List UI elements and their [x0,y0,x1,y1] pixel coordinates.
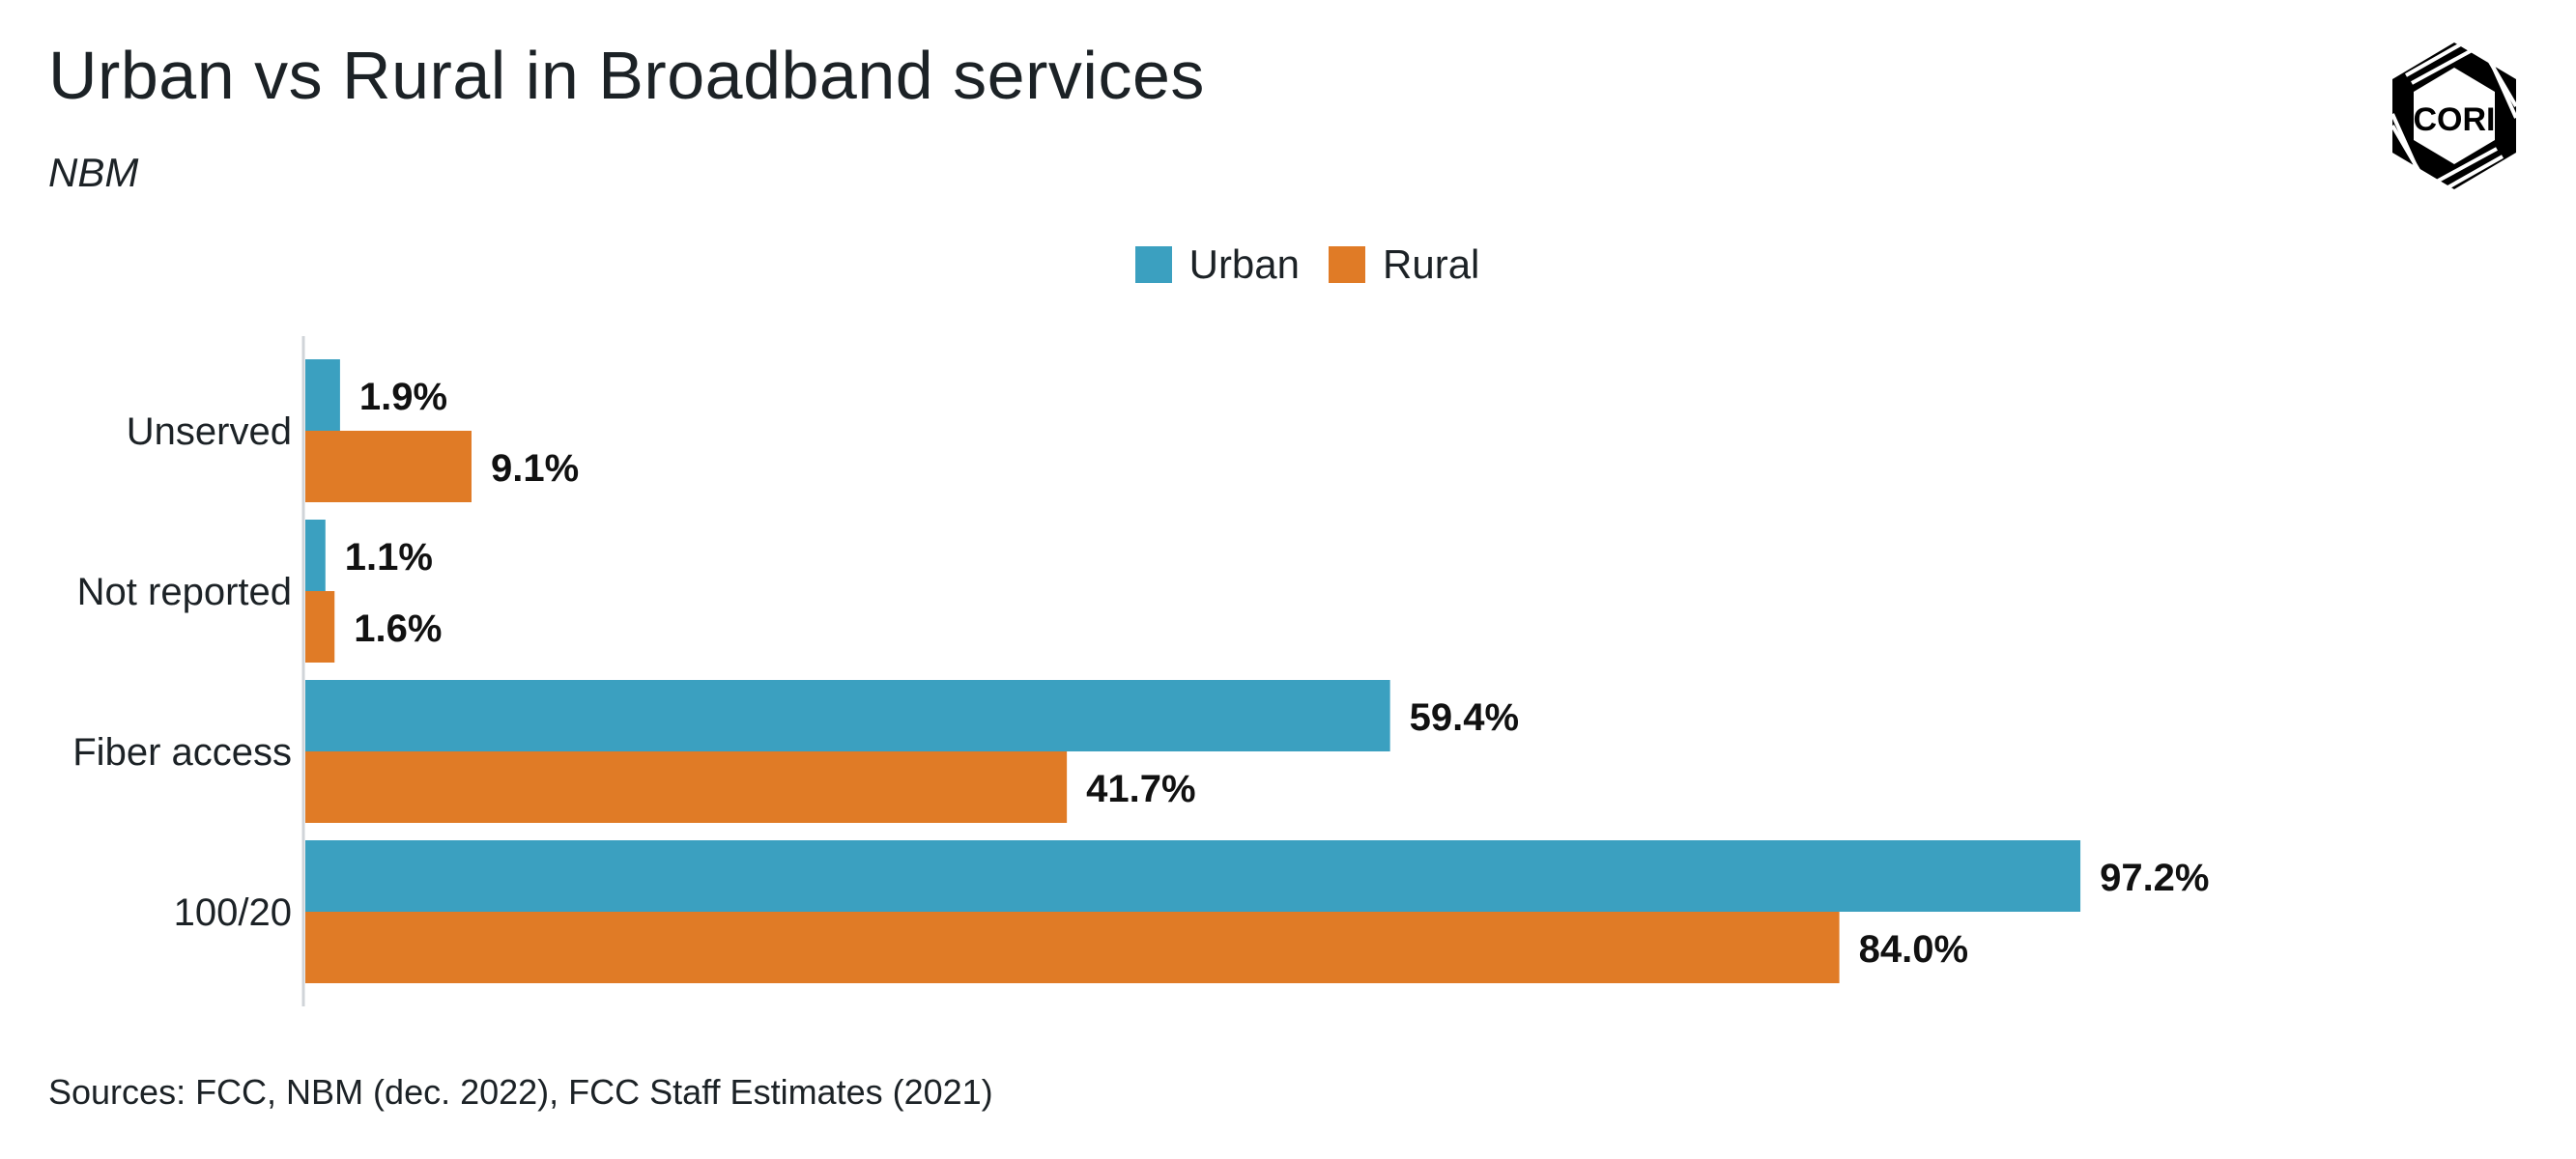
data-label: 1.6% [354,608,442,650]
data-label: 1.9% [359,376,447,418]
chart-subtitle: NBM [48,150,139,195]
bar-rural [305,751,1068,823]
logo-text: CORI [2414,101,2496,138]
legend: Urban Rural [0,241,2576,288]
bar-rural [305,912,1840,983]
legend-item-urban: Urban [1134,241,1301,288]
data-label: 84.0% [1859,928,1968,971]
legend-swatch-urban [1134,246,1172,283]
legend-label-urban: Urban [1188,241,1301,287]
data-label: 97.2% [2100,857,2209,899]
legend-swatch-rural [1329,246,1366,283]
bar-rural [305,591,335,663]
data-label: 1.1% [345,536,433,579]
data-label: 9.1% [491,447,579,490]
category-label: Not reported [77,571,292,613]
source-note: Sources: FCC, NBM (dec. 2022), FCC Staff… [48,1072,993,1112]
bar-urban [305,359,340,431]
category-label: Fiber access [72,731,292,774]
data-label: 59.4% [1410,696,1519,739]
bar-urban [305,840,2081,912]
category-label: 100/20 [174,891,292,934]
legend-item-rural: Rural [1329,241,1479,288]
data-label: 41.7% [1086,768,1195,810]
bar-urban [305,520,326,591]
category-label: Unserved [127,410,292,453]
chart-title: Urban vs Rural in Broadband services [48,38,1205,113]
bar-urban [305,680,1390,751]
legend-label-rural: Rural [1383,241,1480,287]
bar-rural [305,431,472,502]
cori-logo: CORI [2387,39,2522,193]
